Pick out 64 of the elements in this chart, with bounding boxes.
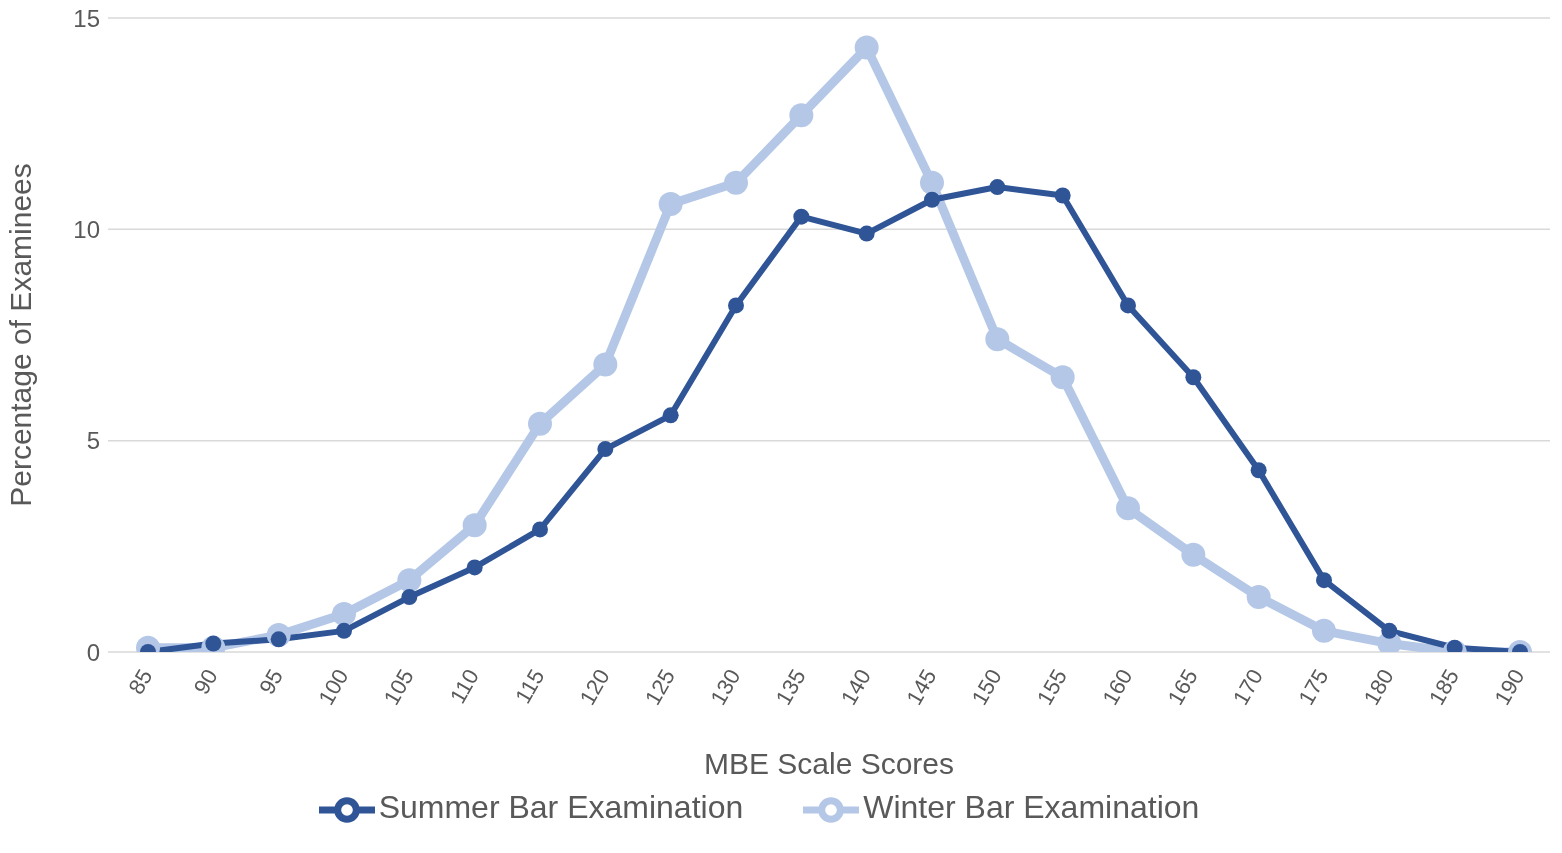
point [1120,297,1136,314]
x-tick-label: 100 [313,664,354,710]
point [724,170,748,195]
x-tick-label: 95 [254,664,289,699]
point [1246,585,1271,610]
point [466,559,483,576]
x-tick-label: 105 [378,664,419,710]
x-tick-label: 160 [1097,664,1138,710]
point [793,208,810,225]
point [789,103,814,128]
x-tick-label: 90 [188,664,223,699]
point [336,622,352,639]
point [462,513,487,538]
point [924,191,940,208]
point [593,352,618,377]
y-tick-label: 0 [86,638,100,666]
point [1250,462,1267,479]
x-tick-label: 85 [123,664,158,699]
y-tick-label: 15 [73,4,100,32]
x-tick-label: 125 [640,664,681,710]
point [597,441,614,458]
point [854,35,879,60]
point [397,568,422,593]
point [985,327,1010,352]
point [1185,369,1202,386]
y-tick-label: 5 [86,427,100,455]
point [662,407,679,424]
point [658,191,683,216]
point [1181,542,1206,567]
x-tick-label: 145 [901,664,942,710]
point [728,297,744,314]
point [858,225,875,242]
point [989,179,1006,196]
point [528,411,552,436]
x-axis-title: MBE Scale Scores [703,747,955,780]
x-tick-label: 140 [836,664,877,710]
x-tick-label: 130 [705,664,746,710]
x-tick-label: 120 [574,664,615,710]
x-tick-label: 150 [966,664,1007,710]
point [532,521,548,538]
x-tick-label: 110 [444,664,485,708]
y-axis-title: Percentage of Examinees [3,163,37,507]
point [1116,496,1140,521]
legend-label: Winter Bar Examination [863,789,1200,826]
x-tick-label: 175 [1293,664,1334,710]
x-tick-label: 185 [1424,664,1465,710]
point [401,589,418,606]
point [205,635,222,652]
x-tick-label: 165 [1162,664,1203,710]
legend-label: Summer Bar Examination [378,789,744,826]
point [1316,572,1332,589]
x-tick-label: 115 [510,664,550,708]
x-tick-label: 135 [770,664,811,710]
point [332,601,356,626]
y-tick-label: 10 [73,215,100,243]
point [1312,618,1336,643]
x-tick-label: 170 [1228,664,1269,710]
x-tick-label: 190 [1489,664,1530,710]
x-tick-label: 180 [1358,664,1399,710]
point [1054,187,1071,204]
point [1050,365,1075,390]
x-tick-label: 155 [1032,664,1073,710]
point [920,170,944,195]
point [1381,622,1398,639]
